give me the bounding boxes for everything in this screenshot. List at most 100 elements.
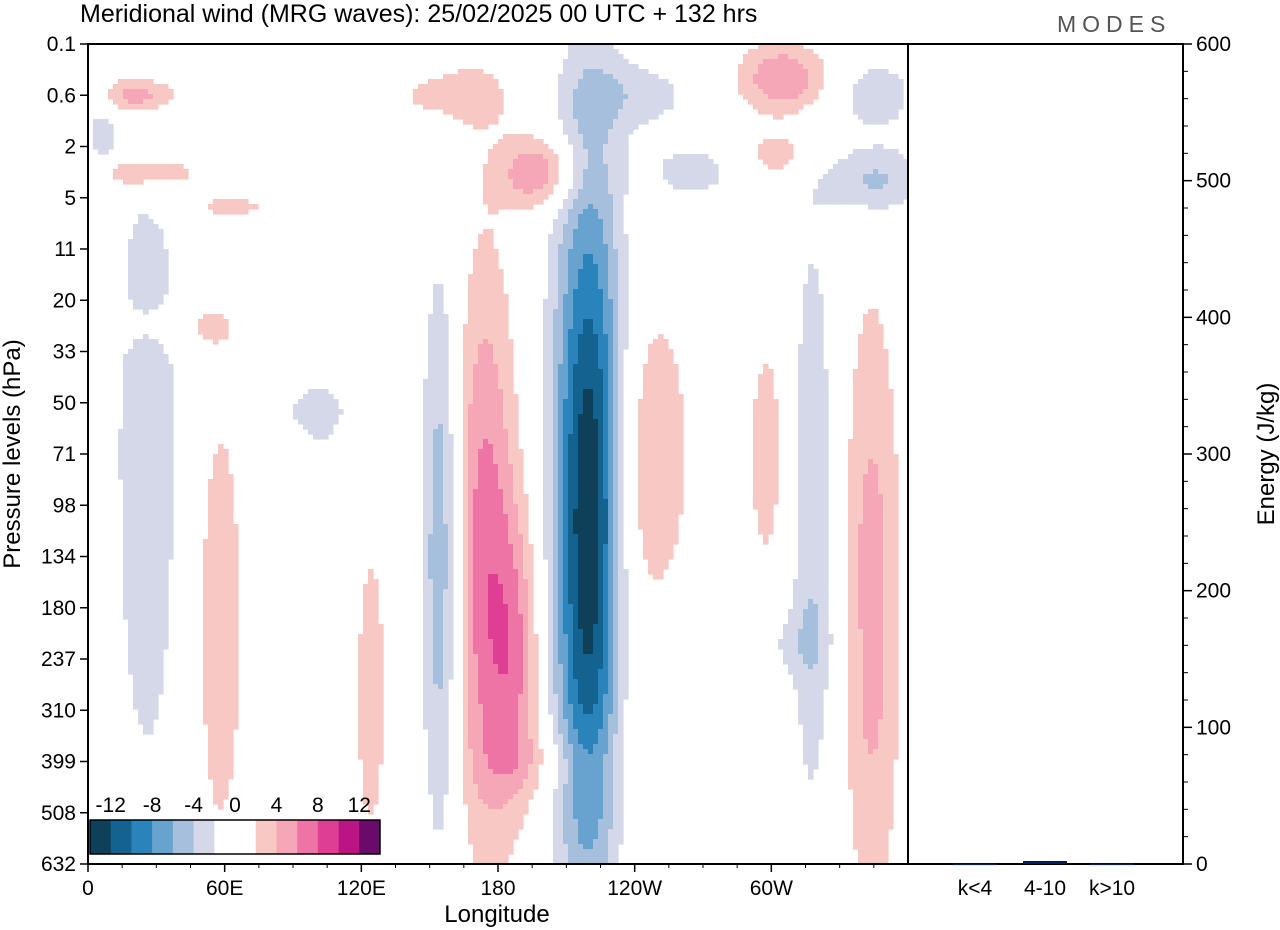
contour-cell [158, 94, 164, 100]
contour-cell [603, 239, 609, 245]
contour-cell [888, 474, 894, 480]
contour-cell [463, 409, 469, 415]
contour-cell [883, 429, 889, 435]
contour-cell [573, 49, 579, 55]
contour-cell [503, 434, 509, 440]
contour-cell [678, 459, 684, 465]
contour-cell [803, 299, 809, 305]
contour-cell [488, 154, 494, 160]
contour-cell [768, 164, 774, 170]
contour-cell [548, 389, 554, 395]
contour-cell [573, 149, 579, 155]
contour-cell [223, 469, 229, 475]
contour-cell [663, 434, 669, 440]
contour-cell [813, 464, 819, 470]
contour-cell [668, 169, 674, 175]
contour-cell [478, 259, 484, 265]
contour-cell [653, 79, 659, 85]
contour-cell [128, 459, 134, 465]
contour-cell [488, 464, 494, 470]
contour-cell [588, 84, 594, 90]
contour-cell [428, 509, 434, 515]
contour-cell [573, 379, 579, 385]
contour-cell [758, 144, 764, 150]
contour-cell [668, 104, 674, 110]
contour-cell [783, 159, 789, 165]
contour-cell [868, 344, 874, 350]
contour-cell [828, 194, 834, 200]
contour-cell [498, 304, 504, 310]
contour-cell [653, 484, 659, 490]
contour-cell [478, 354, 484, 360]
contour-cell [478, 109, 484, 115]
contour-cell [603, 184, 609, 190]
contour-cell [423, 404, 429, 410]
contour-cell [583, 479, 589, 485]
contour-cell [563, 269, 569, 275]
contour-cell [823, 404, 829, 410]
contour-cell [143, 424, 149, 430]
contour-cell [608, 59, 614, 65]
contour-cell [658, 109, 664, 115]
contour-cell [173, 169, 179, 175]
contour-cell [153, 469, 159, 475]
contour-cell [878, 344, 884, 350]
contour-cell [523, 144, 529, 150]
contour-cell [668, 459, 674, 465]
contour-cell [133, 244, 139, 250]
contour-cell [858, 414, 864, 420]
contour-cell [213, 464, 219, 470]
contour-cell [498, 354, 504, 360]
contour-cell [618, 449, 624, 455]
contour-cell [208, 484, 214, 490]
contour-cell [483, 449, 489, 455]
contour-cell [658, 349, 664, 355]
contour-cell [548, 244, 554, 250]
contour-cell [133, 299, 139, 305]
contour-cell [138, 444, 144, 450]
contour-cell [783, 139, 789, 145]
contour-cell [783, 154, 789, 160]
contour-cell [643, 99, 649, 105]
contour-cell [218, 459, 224, 465]
contour-cell [333, 399, 339, 405]
contour-cell [758, 459, 764, 465]
contour-cell [598, 44, 604, 50]
contour-cell [873, 499, 879, 505]
contour-cell [623, 324, 629, 330]
contour-cell [798, 489, 804, 495]
contour-cell [563, 349, 569, 355]
contour-cell [608, 459, 614, 465]
contour-cell [443, 439, 449, 445]
contour-cell [858, 339, 864, 345]
contour-cell [143, 359, 149, 365]
contour-cell [808, 329, 814, 335]
contour-cell [543, 174, 549, 180]
contour-cell [673, 409, 679, 415]
contour-cell [133, 474, 139, 480]
contour-cell [558, 419, 564, 425]
contour-cell [813, 279, 819, 285]
contour-cell [798, 89, 804, 95]
contour-cell [493, 274, 499, 280]
contour-cell [618, 234, 624, 240]
contour-cell [113, 84, 119, 90]
contour-cell [783, 104, 789, 110]
contour-cell [813, 494, 819, 500]
contour-cell [813, 419, 819, 425]
contour-cell [638, 109, 644, 115]
contour-cell [663, 164, 669, 170]
contour-cell [568, 504, 574, 510]
contour-cell [608, 104, 614, 110]
contour-cell [878, 504, 884, 510]
contour-cell [213, 314, 219, 320]
contour-cell [518, 189, 524, 195]
contour-cell [803, 404, 809, 410]
contour-cell [508, 464, 514, 470]
contour-cell [638, 94, 644, 100]
contour-cell [663, 169, 669, 175]
contour-cell [483, 259, 489, 265]
contour-cell [223, 519, 229, 525]
contour-cell [498, 324, 504, 330]
contour-cell [558, 459, 564, 465]
